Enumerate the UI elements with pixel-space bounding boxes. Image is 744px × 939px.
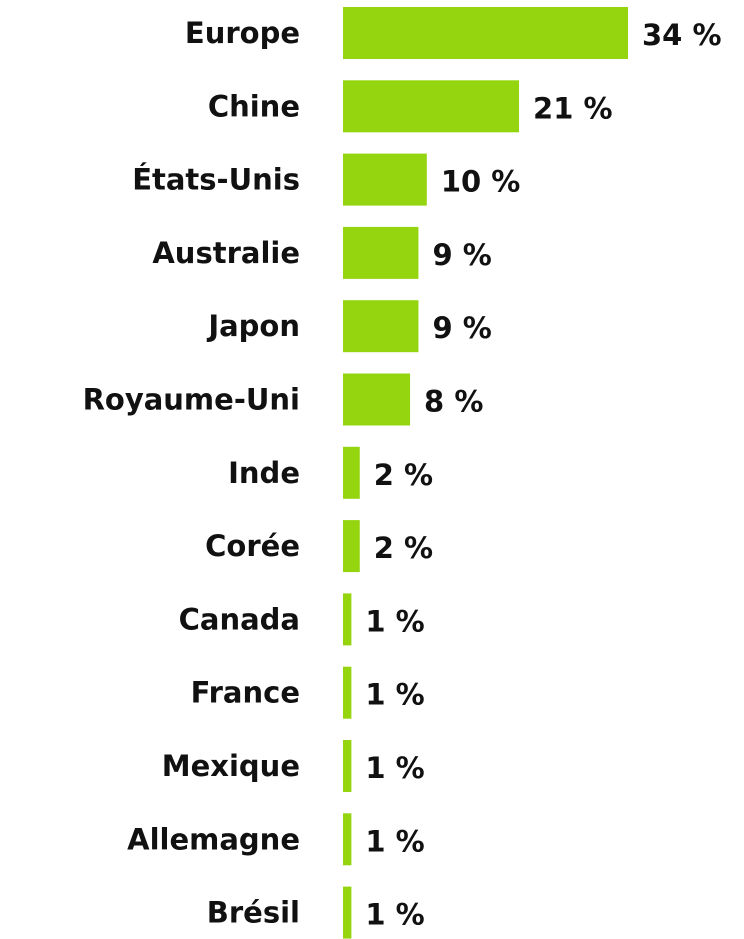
category-label: Corée (205, 529, 300, 563)
category-label: Inde (228, 456, 300, 490)
value-label: 21 % (533, 91, 613, 125)
value-label: 34 % (642, 18, 722, 52)
category-label: Europe (185, 16, 300, 50)
value-label: 8 % (424, 385, 483, 419)
value-label: 10 % (441, 165, 521, 199)
bar (343, 80, 520, 133)
bar (343, 886, 352, 939)
category-label: Allemagne (127, 822, 300, 856)
bar (343, 7, 628, 59)
value-label: 1 % (365, 678, 424, 712)
value-label: 1 % (365, 604, 424, 638)
category-label: Canada (179, 602, 300, 636)
bar (343, 373, 411, 426)
bar (343, 593, 352, 646)
value-label: 2 % (374, 531, 433, 565)
bar (343, 446, 360, 499)
category-label: Australie (152, 236, 300, 270)
value-label: 9 % (432, 311, 491, 345)
value-label: 1 % (365, 898, 424, 932)
bar (343, 666, 352, 719)
value-label: 9 % (432, 238, 491, 272)
category-label: Royaume-Uni (83, 383, 300, 417)
category-label: Mexique (162, 749, 300, 783)
bar (343, 813, 352, 866)
value-label: 1 % (365, 751, 424, 785)
bar (343, 740, 352, 792)
bar (343, 153, 427, 206)
category-label: États-Unis (132, 163, 300, 197)
category-label: France (191, 676, 300, 710)
category-label: Chine (208, 89, 300, 123)
bar (343, 226, 419, 279)
value-label: 2 % (374, 458, 433, 492)
category-label: Japon (206, 309, 300, 343)
bar (343, 300, 419, 353)
value-label: 1 % (365, 824, 424, 858)
category-label: Brésil (207, 896, 300, 930)
bar (343, 520, 360, 573)
